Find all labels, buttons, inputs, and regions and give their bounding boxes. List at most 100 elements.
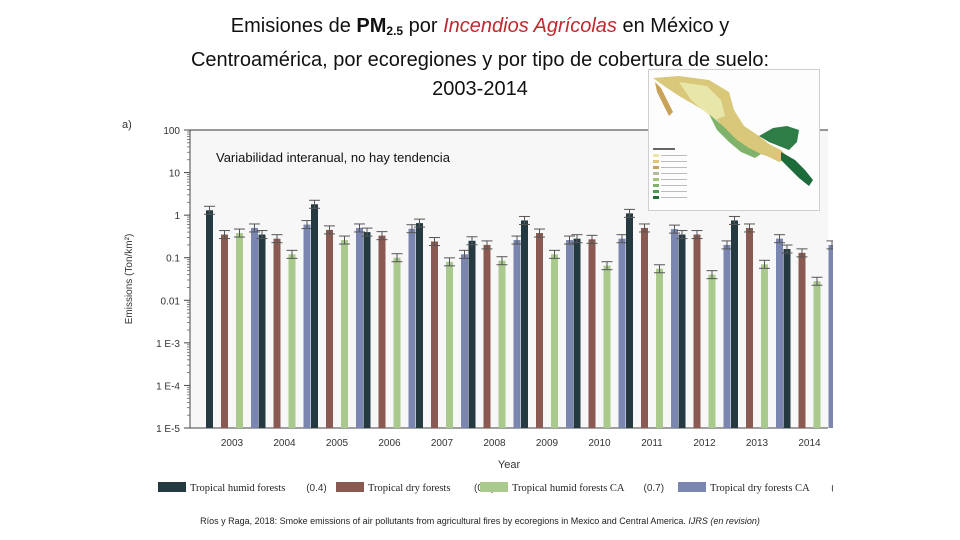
legend-value: (0.7) [644, 483, 665, 494]
bar-tropical-humid-forests2008 [468, 240, 476, 428]
bar-tropical-humid-forests-ca2010 [603, 265, 611, 428]
title-line-2: Centroamérica, por ecoregiones y por tip… [190, 49, 770, 71]
map-legend [653, 148, 687, 199]
bar-tropical-dry-forests2011 [641, 227, 648, 428]
legend-label: Tropical dry forests CA [710, 483, 810, 494]
bar-tropical-humid-forests2013 [731, 220, 738, 428]
pm-label: PM2.5 [356, 15, 404, 38]
y-tick-label: 1 E-5 [156, 424, 180, 435]
interannual-variability-note: Variabilidad interanual, no hay tendenci… [216, 150, 451, 165]
bar-tropical-humid-forests-ca2014 [813, 281, 821, 428]
map-land-southeast [759, 126, 799, 150]
bar-tropical-humid-forests-ca2008 [498, 260, 506, 428]
bar-tropical-dry-forests2012 [693, 234, 701, 428]
ecoregion-map-inset [648, 69, 820, 211]
bar-tropical-humid-forests-ca2006 [393, 257, 401, 428]
x-axis-title: Year [498, 459, 521, 471]
bar-tropical-dry-forests2014 [798, 252, 806, 428]
bar-tropical-humid-forests-ca2007 [446, 261, 453, 428]
bar-tropical-dry-forests-ca2009 [566, 240, 573, 428]
bar-tropical-dry-forests-ca2004 [303, 224, 311, 428]
x-tick-label: 2009 [536, 438, 559, 449]
bar-tropical-dry-forests2008 [483, 244, 491, 428]
x-tick-label: 2010 [588, 438, 611, 449]
x-tick-label: 2011 [641, 438, 663, 449]
bar-tropical-humid-forests2005 [311, 204, 318, 428]
title-highlight: Incendios Agrícolas [443, 15, 617, 37]
bar-tropical-humid-forests-ca2012 [708, 274, 716, 428]
bar-tropical-humid-forests2012 [678, 234, 686, 428]
bar-tropical-humid-forests2010 [573, 238, 581, 428]
y-axis-title: Emissions (Ton/km²) [124, 234, 135, 325]
bar-tropical-dry-forests2010 [588, 239, 596, 428]
x-tick-label: 2004 [273, 438, 296, 449]
bar-tropical-humid-forests2006 [363, 232, 371, 428]
bar-tropical-humid-forests2004 [258, 234, 266, 428]
y-tick-label: 1 E-3 [156, 339, 180, 350]
bar-tropical-dry-forests-ca2014 [828, 244, 833, 428]
x-tick-label: 2012 [693, 438, 716, 449]
title-line-3: 2003-2014 [432, 78, 528, 100]
bar-tropical-humid-forests-ca2005 [341, 240, 348, 428]
legend-value: (0.2) [831, 483, 833, 494]
bar-tropical-dry-forests2013 [746, 227, 753, 428]
map-baja [655, 82, 673, 116]
x-tick-label: 2007 [431, 438, 454, 449]
bar-tropical-dry-forests2007 [431, 241, 438, 428]
bar-tropical-dry-forests-ca2010 [618, 238, 626, 428]
bar-tropical-dry-forests2006 [378, 235, 386, 428]
bar-tropical-dry-forests2005 [326, 229, 333, 428]
bar-tropical-dry-forests-ca2007 [461, 254, 468, 428]
y-tick-label: 1 [174, 211, 180, 222]
map-land-central-america [781, 152, 813, 186]
bar-tropical-humid-forests2009 [521, 220, 528, 428]
source-caption: Ríos y Raga, 2018: Smoke emissions of ai… [200, 516, 760, 526]
chart-title: Emisiones de PM2.5 por Incendios Agrícol… [0, 12, 960, 104]
legend-label: Tropical humid forests CA [512, 483, 625, 494]
x-tick-label: 2005 [326, 438, 349, 449]
caption-journal: IJRS (en revision) [688, 516, 760, 526]
bar-tropical-dry-forests2003 [221, 234, 228, 428]
x-tick-label: 2013 [746, 438, 769, 449]
legend-swatch [336, 482, 364, 492]
legend-swatch [158, 482, 186, 492]
bar-tropical-humid-forests2011 [626, 213, 633, 428]
bar-tropical-dry-forests-ca2012 [723, 244, 731, 428]
bar-tropical-humid-forests2003 [206, 210, 213, 428]
legend-label: Tropical dry forests [368, 483, 450, 494]
x-tick-label: 2014 [798, 438, 821, 449]
bar-tropical-humid-forests-ca2009 [551, 254, 558, 428]
bar-tropical-humid-forests-ca2011 [656, 268, 663, 428]
bar-tropical-dry-forests-ca2011 [671, 229, 678, 428]
y-tick-label: 0.01 [161, 296, 181, 307]
title-line-1: Emisiones de PM2.5 por Incendios Agrícol… [230, 15, 730, 38]
y-tick-label: 1 E-4 [156, 381, 180, 392]
map-land-highlands [679, 82, 725, 120]
map-land-coast [709, 114, 761, 158]
legend-swatch [480, 482, 508, 492]
bar-tropical-dry-forests-ca2003 [251, 227, 258, 428]
bar-tropical-humid-forests-ca2013 [761, 264, 768, 428]
panel-label: a) [122, 119, 132, 131]
legend-swatch [678, 482, 706, 492]
bar-tropical-humid-forests-ca2004 [288, 254, 296, 428]
bar-tropical-humid-forests-ca2003 [236, 233, 243, 428]
y-tick-label: 0.1 [166, 254, 180, 265]
bar-tropical-dry-forests2009 [536, 233, 543, 428]
bar-tropical-dry-forests-ca2005 [356, 227, 363, 428]
bar-tropical-dry-forests-ca2013 [776, 238, 783, 428]
x-tick-label: 2006 [378, 438, 401, 449]
bar-tropical-humid-forests2007 [416, 223, 423, 428]
map-land-north [653, 76, 789, 162]
y-tick-label: 100 [163, 126, 180, 137]
bar-tropical-humid-forests2014 [783, 249, 791, 428]
emissions-bar-chart: 100 10 1 0.1 0.01 1 E-3 1 E-4 1 E-5 a) Emissions … [122, 119, 833, 494]
bar-tropical-dry-forests-ca2008 [513, 240, 521, 428]
legend-value: (0.4) [306, 483, 327, 494]
legend-label: Tropical humid forests [190, 483, 285, 494]
x-tick-label: 2003 [221, 438, 244, 449]
y-tick-label: 10 [169, 169, 181, 180]
bar-tropical-dry-forests2004 [273, 238, 281, 428]
bar-tropical-dry-forests-ca2006 [408, 228, 416, 428]
mexico-map-image [653, 76, 813, 199]
